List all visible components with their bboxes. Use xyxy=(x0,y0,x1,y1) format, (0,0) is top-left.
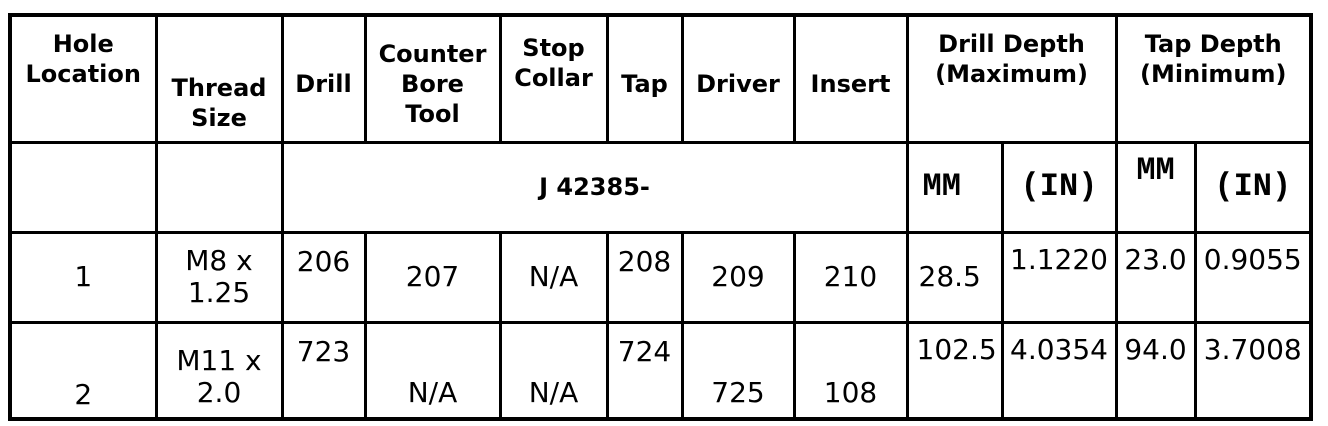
cell-counter-bore-tool: N/A xyxy=(363,320,502,421)
tool-set-prefix-cell: J 42385- xyxy=(280,140,909,234)
blank-cell-hole-location xyxy=(8,140,158,234)
cell-stop-collar: N/A xyxy=(498,320,609,421)
header-tap-depth-minimum: Tap Depth (Minimum) xyxy=(1114,13,1313,144)
header-drill: Drill xyxy=(280,13,367,144)
cell-insert: 210 xyxy=(792,230,909,324)
cell-drill: 723 xyxy=(280,320,367,421)
cell-driver: 209 xyxy=(680,230,796,324)
header-counter-bore-tool: Counter Bore Tool xyxy=(363,13,502,144)
cell-thread-size: M11 x 2.0 xyxy=(154,320,284,421)
table-row: 2 M11 x 2.0 723 N/A N/A 724 725 108 102.… xyxy=(8,320,1313,421)
cell-tap-depth-in: 0.9055 xyxy=(1193,230,1313,324)
cell-tap-depth-in: 3.7008 xyxy=(1193,320,1313,421)
cell-drill-depth-in: 1.1220 xyxy=(1000,230,1118,324)
header-tap: Tap xyxy=(605,13,684,144)
header-row: Hole Location Thread Size Drill Counter … xyxy=(8,13,1313,144)
header-stop-collar: Stop Collar xyxy=(498,13,609,144)
header-thread-size: Thread Size xyxy=(154,13,284,144)
cell-thread-size: M8 x 1.25 xyxy=(154,230,284,324)
unit-tap-depth-mm: MM xyxy=(1114,140,1197,234)
blank-cell-thread-size xyxy=(154,140,284,234)
cell-hole-location: 2 xyxy=(8,320,158,421)
cell-counter-bore-tool: 207 xyxy=(363,230,502,324)
header-hole-location: Hole Location xyxy=(8,13,158,144)
cell-tap: 724 xyxy=(605,320,684,421)
table-row: 1 M8 x 1.25 206 207 N/A 208 209 210 28.5… xyxy=(8,230,1313,324)
unit-drill-depth-in: (IN) xyxy=(1000,140,1118,234)
cell-stop-collar: N/A xyxy=(498,230,609,324)
header-drill-depth-maximum: Drill Depth (Maximum) xyxy=(905,13,1118,144)
cell-drill: 206 xyxy=(280,230,367,324)
unit-drill-depth-mm: MM xyxy=(905,140,1004,234)
tool-spec-table: Hole Location Thread Size Drill Counter … xyxy=(8,13,1314,421)
cell-hole-location: 1 xyxy=(8,230,158,324)
header-driver: Driver xyxy=(680,13,796,144)
cell-drill-depth-in: 4.0354 xyxy=(1000,320,1118,421)
cell-drill-depth-mm: 28.5 xyxy=(905,230,1004,324)
unit-tap-depth-in: (IN) xyxy=(1193,140,1313,234)
cell-drill-depth-mm: 102.5 xyxy=(905,320,1004,421)
cell-tap-depth-mm: 94.0 xyxy=(1114,320,1197,421)
cell-tap: 208 xyxy=(605,230,684,324)
subheader-row: J 42385- MM (IN) MM (IN) xyxy=(8,140,1313,234)
cell-insert: 108 xyxy=(792,320,909,421)
header-insert: Insert xyxy=(792,13,909,144)
cell-tap-depth-mm: 23.0 xyxy=(1114,230,1197,324)
cell-driver: 725 xyxy=(680,320,796,421)
